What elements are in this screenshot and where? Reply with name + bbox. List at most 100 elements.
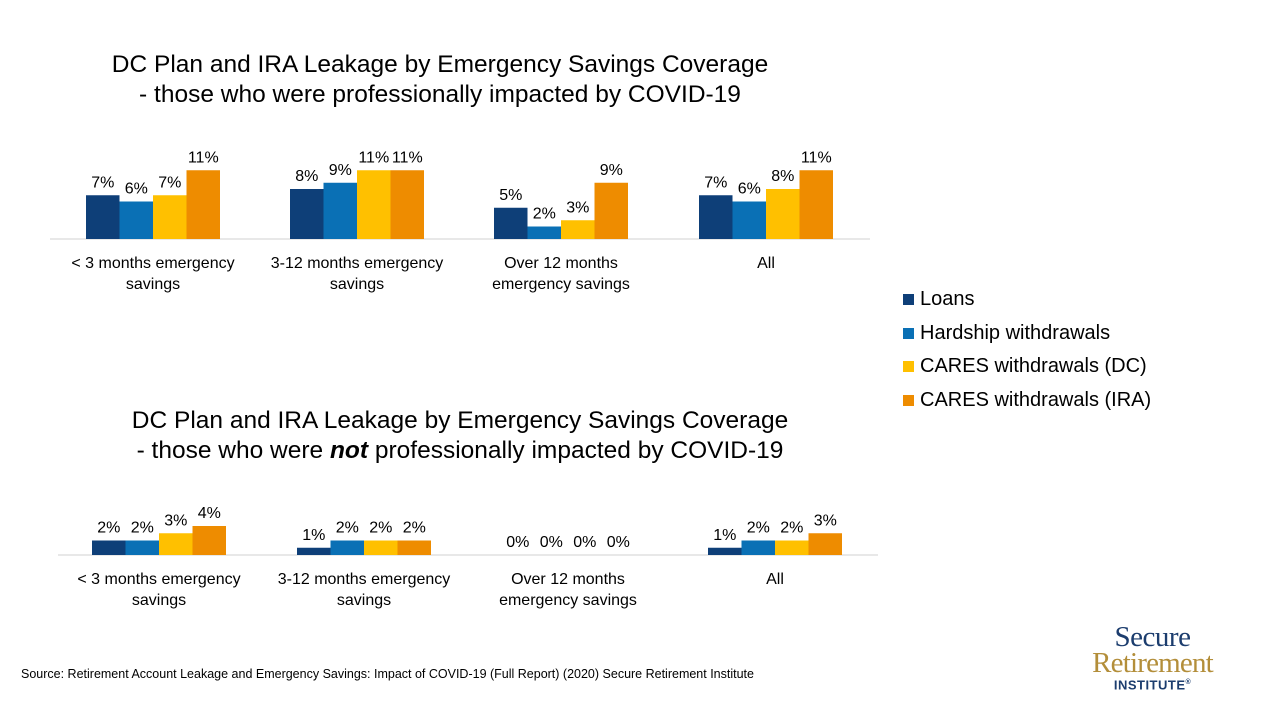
top-bar-hardship-2 (323, 182, 357, 239)
top-data-label-hardship-2: 9% (329, 162, 352, 179)
top-data-label-loans-3: 5% (499, 187, 522, 204)
bottom-bar-loans-1 (92, 540, 126, 555)
top-data-label-cares-dc-3: 3% (566, 199, 589, 216)
logo-registered-mark: ® (1185, 679, 1192, 686)
legend-label-hardship: Hardship withdrawals (920, 321, 1111, 344)
secure-retirement-institute-logo: Secure Retirement INSTITUTE® (1080, 621, 1225, 692)
bottom-bar-hardship-1 (125, 540, 159, 555)
bottom-bar-cares-dc-2 (364, 540, 398, 555)
top-bar-cares-dc-1 (153, 195, 187, 239)
legend-item-hardship: Hardship withdrawals (903, 317, 1151, 351)
top-bar-loans-1 (86, 195, 120, 239)
top-data-label-cares-dc-4: 8% (771, 168, 794, 185)
bottom-bar-cares-ira-1 (192, 526, 226, 555)
logo-line-retirement: Retirement (1092, 647, 1214, 679)
top-bar-cares-ira-2 (390, 170, 424, 239)
legend-swatch-cares-dc (903, 361, 914, 373)
top-bar-cares-dc-2 (357, 170, 391, 239)
legend-swatch-cares-ira (903, 394, 914, 406)
top-data-label-hardship-4: 6% (738, 181, 761, 198)
top-data-label-cares-ira-4: 11% (801, 149, 832, 166)
legend-item-cares-dc: CARES withdrawals (DC) (903, 350, 1151, 384)
bottom-data-label-loans-1: 2% (97, 520, 120, 537)
top-bar-cares-dc-4 (766, 189, 800, 239)
bottom-category-label-1-line2: savings (132, 592, 186, 609)
top-data-label-loans-4: 7% (704, 174, 727, 191)
top-category-label-1-line1: < 3 months emergency (71, 255, 234, 272)
bottom-data-label-cares-dc-3: 0% (573, 534, 596, 551)
bottom-data-label-cares-dc-2: 2% (369, 520, 392, 537)
chart-bottom: 2% 2% 3% 4% < 3 months emergency savings 1% 2% 2… (58, 505, 878, 609)
top-bar-cares-dc-3 (561, 220, 595, 239)
top-bar-loans-4 (699, 195, 733, 239)
top-bar-hardship-3 (527, 226, 561, 239)
bottom-bar-loans-2 (297, 547, 331, 555)
bottom-data-label-cares-dc-4: 2% (780, 520, 803, 537)
top-data-label-cares-dc-1: 7% (158, 174, 181, 191)
top-data-label-loans-1: 7% (91, 174, 114, 191)
bottom-data-label-hardship-1: 2% (131, 520, 154, 537)
chart-title-bottom-line2-pre: - those who were (136, 437, 330, 464)
logo-line-secure: Secure (1114, 621, 1191, 653)
chart-title-top: DC Plan and IRA Leakage by Emergency Sav… (40, 50, 840, 110)
bottom-bar-loans-4 (708, 547, 742, 555)
bottom-category-label-4-line1: All (766, 571, 784, 588)
chart-title-bottom-line2-post: professionally impacted by COVID-19 (368, 437, 784, 464)
bottom-data-label-cares-ira-1: 4% (198, 505, 221, 522)
top-bar-loans-2 (290, 189, 324, 239)
top-data-label-cares-ira-2: 11% (392, 149, 423, 166)
top-data-label-hardship-1: 6% (125, 181, 148, 198)
source-note: Source: Retirement Account Leakage and E… (21, 667, 754, 681)
top-bar-cares-ira-3 (594, 182, 628, 239)
chart-title-top-line1: DC Plan and IRA Leakage by Emergency Sav… (111, 51, 769, 78)
top-category-label-3-line1: Over 12 months (504, 255, 618, 272)
bottom-category-label-1-line1: < 3 months emergency (77, 571, 240, 588)
chart-title-bottom-line1: DC Plan and IRA Leakage by Emergency Sav… (131, 407, 789, 434)
top-category-label-1-line2: savings (126, 276, 180, 293)
top-bar-loans-3 (494, 207, 528, 239)
chart-title-top-line2: - those who were professionally impacted… (139, 81, 741, 108)
bottom-bar-cares-ira-2 (397, 540, 431, 555)
bottom-data-label-hardship-2: 2% (336, 520, 359, 537)
chart-title-bottom: DC Plan and IRA Leakage by Emergency Sav… (55, 406, 865, 466)
legend-item-cares-ira: CARES withdrawals (IRA) (903, 384, 1151, 418)
chart-title-bottom-line2: - those who were not professionally impa… (55, 436, 865, 466)
legend-label-loans: Loans (920, 288, 975, 311)
bottom-bar-cares-dc-4 (775, 540, 809, 555)
bottom-data-label-loans-3: 0% (506, 534, 529, 551)
chart-top: 7% 6% 7% 11% < 3 months emergency savings 8% 9%… (50, 149, 870, 293)
bottom-data-label-cares-ira-4: 3% (814, 512, 837, 529)
bottom-category-label-2-line1: 3-12 months emergency (278, 571, 451, 588)
top-category-label-4-line1: All (757, 255, 775, 272)
bottom-data-label-cares-dc-1: 3% (164, 512, 187, 529)
bottom-category-label-3-line1: Over 12 months (511, 571, 625, 588)
chart-title-bottom-emphasis: not (329, 437, 369, 464)
top-category-label-2-line2: savings (330, 276, 384, 293)
bottom-data-label-loans-2: 1% (302, 527, 325, 544)
bottom-data-label-loans-4: 1% (713, 527, 736, 544)
top-data-label-cares-dc-2: 11% (358, 149, 389, 166)
top-category-label-2-line1: 3-12 months emergency (271, 255, 444, 272)
legend: Loans Hardship withdrawals CARES withdra… (903, 283, 1151, 417)
legend-swatch-hardship (903, 327, 914, 339)
top-data-label-cares-ira-1: 11% (188, 149, 219, 166)
top-bar-cares-ira-1 (186, 170, 220, 239)
logo-line-institute: INSTITUTE® (1080, 676, 1225, 692)
bottom-data-label-hardship-3: 0% (540, 534, 563, 551)
top-bar-hardship-4 (732, 201, 766, 239)
top-category-label-3-line2: emergency savings (492, 276, 630, 293)
top-bar-hardship-1 (119, 201, 153, 239)
legend-label-cares-dc: CARES withdrawals (DC) (920, 355, 1147, 378)
top-data-label-cares-ira-3: 9% (600, 162, 623, 179)
top-data-label-loans-2: 8% (295, 168, 318, 185)
bottom-bar-hardship-4 (741, 540, 775, 555)
logo-institute-text: INSTITUTE (1113, 677, 1186, 693)
bottom-data-label-cares-ira-2: 2% (403, 520, 426, 537)
legend-swatch-loans (903, 294, 914, 306)
legend-label-cares-ira: CARES withdrawals (IRA) (920, 388, 1152, 411)
bottom-category-label-3-line2: emergency savings (499, 592, 637, 609)
top-bar-cares-ira-4 (799, 170, 833, 239)
top-data-label-hardship-3: 2% (533, 206, 556, 223)
bottom-bar-cares-ira-4 (808, 533, 842, 555)
bottom-bar-cares-dc-1 (159, 533, 193, 555)
